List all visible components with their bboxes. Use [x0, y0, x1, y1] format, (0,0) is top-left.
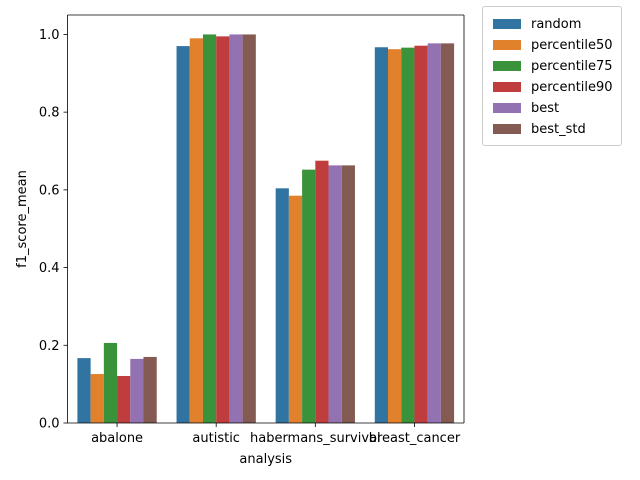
bar-percentile50-breast_cancer: [388, 49, 402, 423]
legend-swatch: [493, 61, 521, 71]
legend-label: percentile75: [531, 58, 613, 74]
bar-percentile75-abalone: [103, 342, 118, 423]
bar-best-autistic: [229, 34, 243, 424]
legend-item-random: random: [493, 14, 581, 34]
bar-best_std-abalone: [143, 356, 157, 423]
legend-swatch: [493, 103, 521, 113]
bar-best-abalone: [130, 358, 144, 423]
y-tick-label: 1.0: [39, 28, 60, 43]
bar-percentile50-habermans_survival: [288, 195, 303, 423]
y-ticks-group: 0.0 0.2 0.4 0.6 0.8 1.0: [39, 28, 68, 432]
legend-swatch: [493, 82, 521, 92]
y-tick-label: 0.2: [39, 339, 60, 354]
bar-random-breast_cancer: [374, 47, 389, 423]
bar-percentile90-autistic: [216, 36, 230, 424]
y-tick-label: 0.4: [39, 261, 60, 276]
legend-label: best: [531, 100, 560, 116]
y-tick-label: 0.6: [39, 183, 60, 198]
legend-swatch: [493, 19, 521, 29]
legend-swatch: [493, 40, 521, 50]
legend-item-percentile75: percentile75: [493, 56, 613, 76]
bar-percentile50-abalone: [90, 374, 104, 423]
legend: random percentile50 percentile75 percentile…: [482, 6, 622, 146]
x-tick-label: abalone: [91, 431, 143, 446]
bar-percentile90-breast_cancer: [414, 45, 428, 423]
bar-percentile75-autistic: [202, 34, 217, 424]
bar-random-abalone: [77, 358, 91, 423]
y-axis-label: f1_score_mean: [15, 170, 30, 268]
x-tick-label: breast_cancer: [369, 431, 461, 446]
bar-best_std-breast_cancer: [440, 43, 455, 424]
bar-percentile90-habermans_survival: [315, 160, 329, 423]
x-ticks-group: abalone autistic habermans_survivalbreast_…: [91, 423, 461, 446]
bar-random-habermans_survival: [275, 188, 289, 423]
x-axis-label: analysis: [239, 452, 292, 467]
legend-label: percentile50: [531, 37, 613, 53]
legend-label: best_std: [531, 121, 586, 137]
bar-percentile75-habermans_survival: [302, 169, 316, 423]
legend-item-percentile50: percentile50: [493, 35, 613, 55]
bar-best_std-autistic: [242, 34, 256, 424]
bar-percentile90-abalone: [117, 375, 131, 423]
bar-best-breast_cancer: [427, 43, 441, 424]
y-tick-label: 0.0: [39, 417, 60, 432]
bar-best-habermans_survival: [328, 165, 342, 423]
bar-best_std-habermans_survival: [341, 165, 355, 423]
bars-group: [77, 34, 455, 424]
legend-item-percentile90: percentile90: [493, 77, 613, 97]
bar-percentile75-breast_cancer: [401, 47, 415, 423]
bar-percentile50-autistic: [189, 38, 203, 424]
bar-random-autistic: [176, 46, 190, 424]
legend-item-best: best: [493, 98, 559, 118]
y-tick-label: 0.8: [39, 106, 60, 121]
legend-label: percentile90: [531, 79, 613, 95]
legend-label: random: [531, 16, 582, 32]
x-tick-label: autistic: [192, 431, 240, 446]
legend-item-best_std: best_std: [493, 119, 586, 139]
x-tick-label: habermans_survival: [250, 431, 381, 446]
axes-group: [67, 14, 465, 424]
legend-swatch: [493, 124, 521, 134]
